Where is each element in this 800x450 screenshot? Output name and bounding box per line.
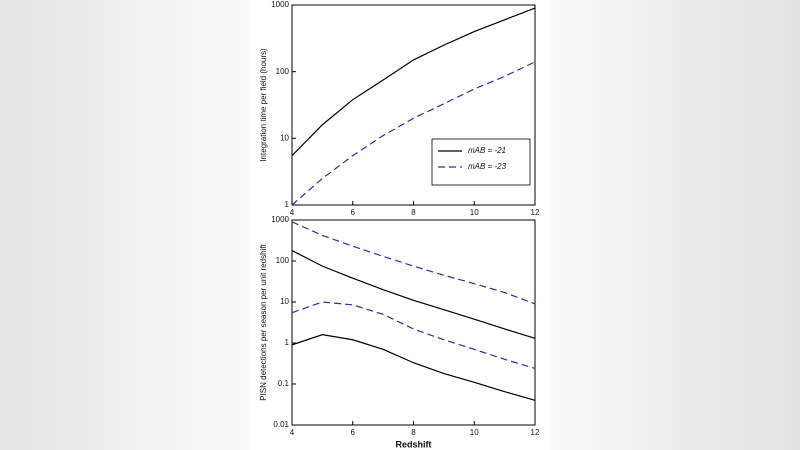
series-line [291,61,536,206]
figure-panel [250,0,550,450]
y-axis-title: Integration time per field (hours) [259,48,268,162]
y-tick-label: 0.01 [273,420,289,429]
x-tick-label: 4 [290,208,295,217]
series-line [291,334,536,401]
series-line [291,250,536,339]
x-tick-label: 12 [531,428,540,437]
x-tick-label: 8 [411,208,416,217]
series-line [291,7,536,157]
x-tick-label: 8 [411,428,416,437]
y-tick-label: 10 [280,297,289,306]
y-tick-label: 100 [276,67,290,76]
x-tick-label: 6 [351,428,356,437]
y-tick-label: 1000 [271,0,289,9]
y-tick-label: 100 [276,256,290,265]
x-tick-label: 10 [470,208,479,217]
legend-label: mAB = -23 [468,162,507,171]
x-tick-label: 6 [351,208,356,217]
series-line [291,221,536,305]
legend-label: mAB = -21 [468,146,506,155]
y-tick-label: 1 [285,338,290,347]
y-tick-label: 1 [285,200,290,209]
y-tick-label: 0.1 [278,379,290,388]
x-axis-title: Redshift [396,439,432,449]
x-tick-label: 10 [470,428,479,437]
y-tick-label: 10 [280,133,289,142]
x-tick-label: 12 [531,208,540,217]
x-tick-label: 4 [290,428,295,437]
series-line [291,301,536,369]
legend-box [431,138,531,186]
y-tick-label: 1000 [271,215,289,224]
y-axis-title: PISN detections per season per unit reds… [259,243,268,400]
